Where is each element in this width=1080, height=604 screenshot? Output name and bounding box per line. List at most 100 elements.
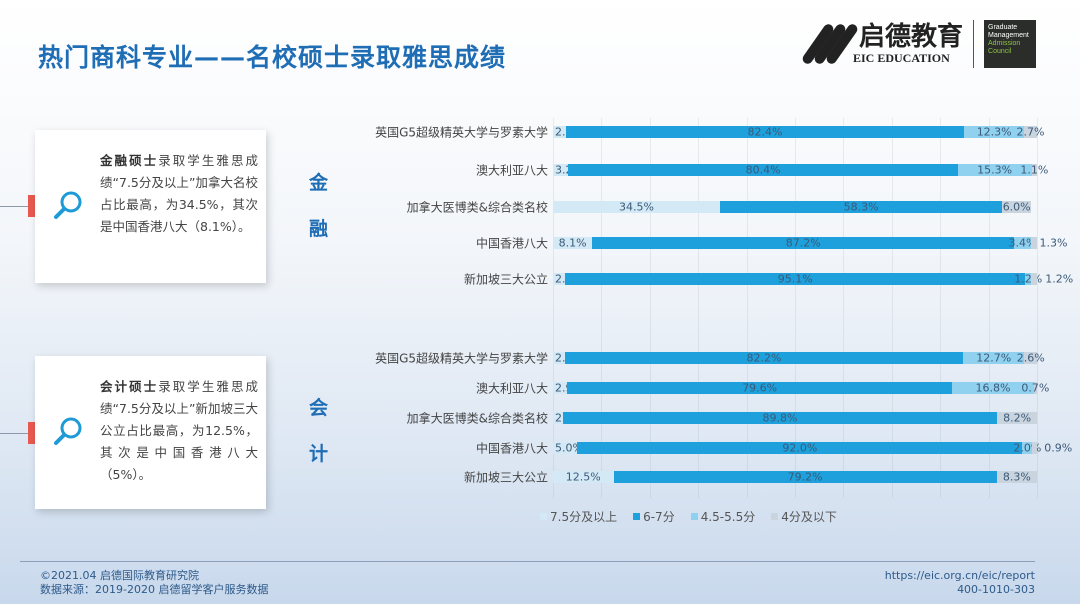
bar-segment xyxy=(568,164,958,176)
accounting-card: 会计硕士录取学生雅思成绩“7.5分及以上”新加坡三大公立占比最高，为12.5%，… xyxy=(35,356,266,509)
bar-segment xyxy=(1022,442,1033,454)
magnifier-icon xyxy=(54,191,82,219)
gridline xyxy=(1037,118,1038,498)
gridline xyxy=(843,118,845,498)
bar-segment xyxy=(553,442,578,454)
bar-segment xyxy=(562,412,998,424)
data-label: 79.2% xyxy=(787,470,823,484)
page-title: 热门商科专业——名校硕士录取雅思成绩 xyxy=(38,43,507,72)
data-label: 2.6% xyxy=(1016,351,1045,365)
data-label: 3.4% xyxy=(1008,236,1037,250)
data-label: 1.3% xyxy=(1039,236,1068,250)
card-body: 录取学生雅思成绩“7.5分及以上”加拿大名校占比最高，为34.5%，其次是中国香… xyxy=(100,153,258,234)
eic-logo: 启德教育 EIC EDUCATION Graduate Management A… xyxy=(800,18,1037,70)
gmac-line: Council xyxy=(988,48,1012,55)
group-label: 会计 xyxy=(309,397,329,465)
data-label: 92.0% xyxy=(782,441,818,455)
gridline xyxy=(746,118,748,498)
legend-item: 4.5-5.5分 xyxy=(690,508,755,525)
gmac-line: Graduate xyxy=(988,24,1018,31)
bar-segment xyxy=(719,201,1003,213)
category-label: 中国香港八大 xyxy=(475,441,548,456)
category-label: 中国香港八大 xyxy=(475,236,548,251)
bar-segment xyxy=(613,471,997,483)
bar-segment xyxy=(997,412,1037,424)
bar-segment xyxy=(553,201,720,213)
bar-segment xyxy=(592,237,1015,249)
legend-item: 7.5分及以上 xyxy=(540,508,617,525)
data-label: 2.7% xyxy=(1016,125,1045,139)
gridline xyxy=(795,118,796,498)
footer-divider xyxy=(20,561,1035,562)
data-label: 12.3% xyxy=(976,125,1012,139)
bar-segment xyxy=(577,442,1023,454)
bar-segment xyxy=(565,273,1026,285)
bar-segment xyxy=(1002,201,1032,213)
category-label: 加拿大医博类&综合类名校 xyxy=(406,200,548,215)
connector-line xyxy=(0,206,28,207)
data-label: 12.5% xyxy=(565,470,601,484)
data-label: 87.2% xyxy=(785,236,821,250)
gridline xyxy=(988,118,990,498)
data-label: 8.1% xyxy=(558,236,587,250)
group-label: 金融 xyxy=(309,172,329,240)
data-label: 12.7% xyxy=(976,351,1012,365)
card-tab xyxy=(28,422,39,444)
data-label: 89.8% xyxy=(762,411,798,425)
bar-segment xyxy=(1031,164,1037,176)
category-label: 新加坡三大公立 xyxy=(463,470,548,485)
card-body: 录取学生雅思成绩“7.5分及以上”新加坡三大公立占比最高，为12.5%，其次是中… xyxy=(100,379,258,482)
category-label: 新加坡三大公立 xyxy=(463,272,548,287)
bar-segment xyxy=(962,352,1025,364)
data-label: 0.9% xyxy=(1044,441,1073,455)
bar-segment xyxy=(1023,126,1037,138)
data-label: 80.4% xyxy=(745,163,781,177)
bar-segment xyxy=(567,382,953,394)
accounting-card-text: 会计硕士录取学生雅思成绩“7.5分及以上”新加坡三大公立占比最高，为12.5%，… xyxy=(100,376,258,486)
data-label: 0.7% xyxy=(1021,381,1050,395)
legend-swatch xyxy=(633,513,641,520)
bar-segment xyxy=(553,273,566,285)
logo-en: EIC EDUCATION xyxy=(853,50,950,65)
bar-segment xyxy=(1030,237,1037,249)
finance-card-text: 金融硕士录取学生雅思成绩“7.5分及以上”加拿大名校占比最高，为34.5%，其次… xyxy=(100,150,258,238)
bar-segment xyxy=(957,164,1032,176)
bar-segment xyxy=(565,352,963,364)
card-bold: 金融硕士 xyxy=(100,153,159,168)
data-label: 79.6% xyxy=(742,381,778,395)
bar-segment xyxy=(1031,273,1037,285)
bar-segment xyxy=(553,126,566,138)
gridline xyxy=(891,118,893,498)
category-label: 澳大利亚八大 xyxy=(475,163,548,178)
legend-label: 7.5分及以上 xyxy=(550,510,618,524)
data-label: 34.5% xyxy=(619,200,654,214)
report-link[interactable]: https://eic.org.cn/eic/report xyxy=(884,569,1035,582)
legend-swatch xyxy=(771,513,779,520)
data-label: 8.3% xyxy=(1002,470,1031,484)
gridline xyxy=(601,118,603,498)
bar-segment xyxy=(553,382,568,394)
gmac-line: Admission xyxy=(988,40,1021,47)
data-label: 1.1% xyxy=(1020,163,1049,177)
data-label: 95.1% xyxy=(777,272,813,286)
bar-segment xyxy=(1025,273,1032,285)
footer-right: https://eic.org.cn/eic/report 400-1010-3… xyxy=(885,569,1035,597)
category-label: 英国G5超级精英大学与罗素大学 xyxy=(375,125,548,140)
data-label: 15.3% xyxy=(977,163,1013,177)
legend-swatch xyxy=(540,513,547,520)
bar-segment xyxy=(1033,382,1037,394)
bar-segment xyxy=(1024,352,1037,364)
data-label: 5.0% xyxy=(555,441,583,455)
legend-label: 6-7分 xyxy=(643,510,675,524)
gridline xyxy=(940,118,942,498)
card-tab xyxy=(28,195,39,217)
category-label: 英国G5超级精英大学与罗素大学 xyxy=(375,351,548,366)
logo-cn: 启德教育 xyxy=(859,21,964,52)
data-label: 1.2% xyxy=(1045,272,1074,286)
gmac-line: Management xyxy=(988,32,1029,39)
data-label: 16.8% xyxy=(975,381,1011,395)
gridline xyxy=(553,118,554,498)
phone-number: 400-1010-303 xyxy=(957,583,1035,596)
data-label: 82.4% xyxy=(747,125,783,139)
data-label: 82.2% xyxy=(746,351,782,365)
